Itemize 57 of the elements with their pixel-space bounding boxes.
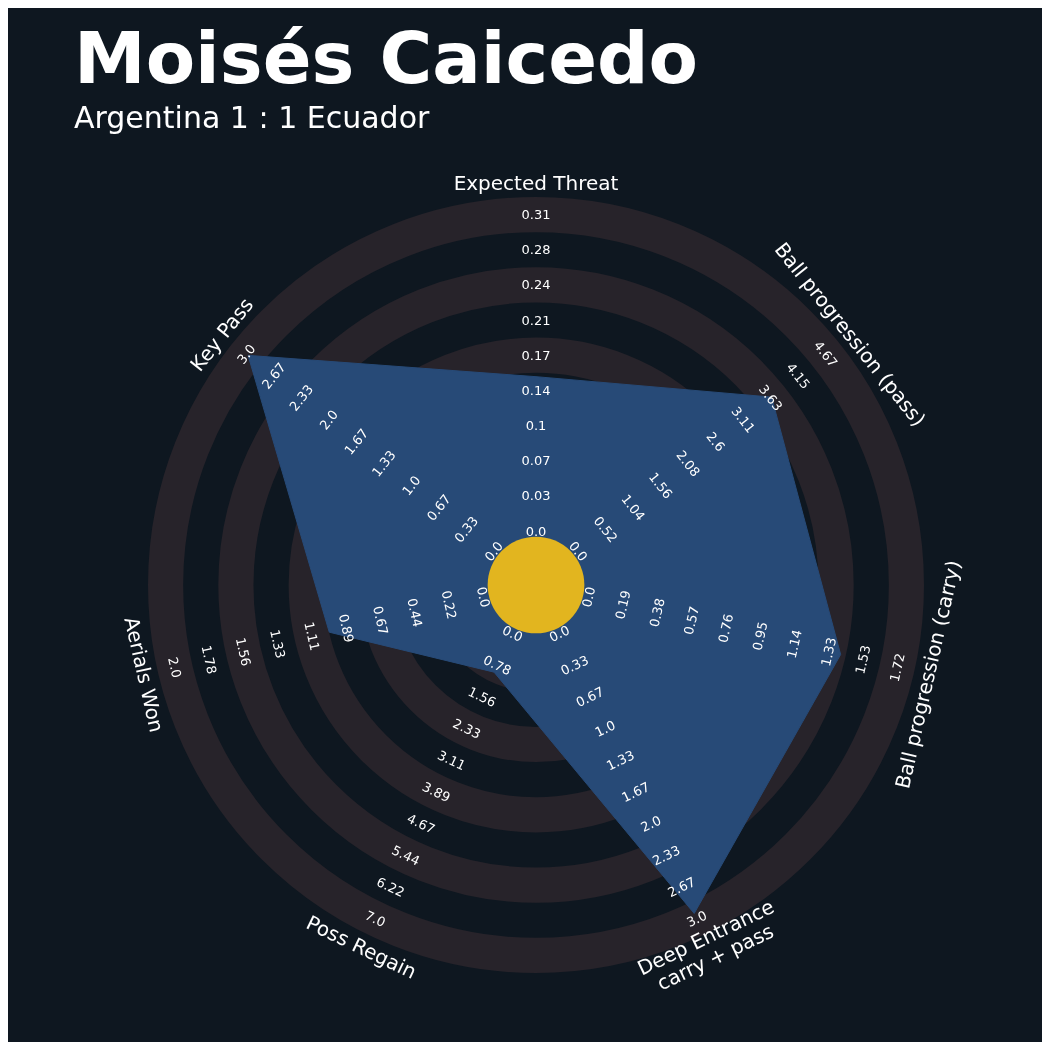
text: 0.07	[521, 453, 551, 469]
spoke-label: Expected Threat	[453, 171, 619, 195]
text: 0.22	[438, 589, 460, 621]
text: 1.53	[852, 643, 874, 676]
text: 1.14	[783, 628, 805, 660]
text: 1.0	[399, 472, 424, 499]
text: 1.11	[301, 620, 323, 652]
text: 2.67	[665, 874, 698, 901]
text: 2.0	[638, 812, 664, 835]
text: 1.56	[232, 636, 254, 668]
text: 0.44	[404, 596, 426, 629]
text: 0.0	[546, 622, 572, 645]
text: 2.0	[316, 407, 342, 433]
text: 0.21	[521, 312, 551, 328]
text: 0.89	[335, 612, 357, 645]
text: 3.0	[234, 341, 259, 367]
text: 0.17	[521, 347, 551, 363]
text: 0.19	[612, 589, 634, 621]
text: 0.28	[521, 242, 551, 258]
text: 0.0	[473, 585, 494, 609]
text: 4.67	[404, 810, 438, 837]
text: 0.24	[521, 277, 551, 293]
text: 0.0	[500, 622, 526, 645]
text: 1.33	[604, 747, 637, 774]
text: 1.56	[465, 683, 499, 711]
text: 0.31	[521, 206, 551, 222]
text: 0.0	[578, 585, 599, 609]
text: 5.44	[389, 842, 423, 869]
text: 0.0	[565, 538, 591, 565]
text: 7.0	[362, 907, 388, 931]
text: 3.11	[435, 747, 468, 774]
text: 0.76	[715, 612, 737, 645]
text: 0.67	[370, 604, 392, 637]
text: 1.72	[886, 651, 908, 684]
text: 0.78	[481, 652, 514, 679]
chart-subtitle: Argentina 1 : 1 Ecuador	[74, 100, 430, 135]
chart-title: Moisés Caicedo	[74, 16, 699, 100]
text: 0.0	[525, 523, 547, 539]
text: 3.89	[419, 779, 453, 806]
text: 0.38	[646, 596, 668, 629]
text: 2.33	[649, 842, 683, 869]
text: 1.33	[818, 636, 840, 668]
text: 6.22	[374, 874, 407, 901]
text: 1.67	[619, 779, 653, 806]
text: 0.14	[521, 382, 551, 398]
text: 0.33	[558, 652, 591, 679]
text: 1.33	[267, 628, 289, 660]
text: 1.0	[592, 717, 618, 740]
text: 0.03	[521, 488, 551, 504]
text: 0.0	[481, 538, 507, 565]
text: 2.33	[450, 715, 484, 742]
text: 0.95	[749, 620, 771, 652]
text: 0.1	[525, 418, 547, 434]
text: 0.57	[680, 604, 702, 637]
text: 2.6	[703, 428, 728, 455]
text: 1.78	[198, 643, 220, 676]
text: 0.67	[573, 683, 607, 711]
